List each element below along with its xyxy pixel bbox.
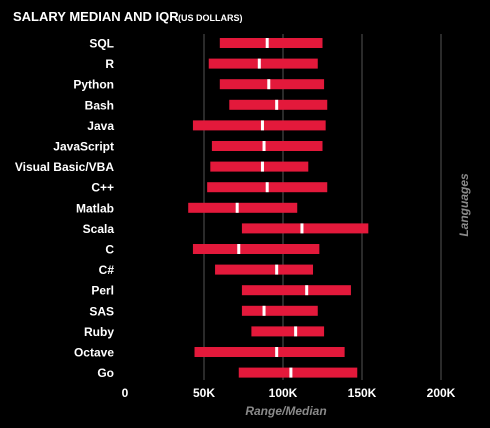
iqr-bar xyxy=(210,161,309,172)
category-label: C xyxy=(105,243,114,257)
iqr-bar xyxy=(211,141,323,151)
iqr-bar xyxy=(215,264,314,275)
iqr-bar xyxy=(219,79,325,90)
median-marker xyxy=(305,285,309,296)
iqr-bar xyxy=(251,326,325,337)
category-label: JavaScript xyxy=(53,140,114,154)
category-labels: SQL R Python Bash Java JavaScript Visual Basic… xyxy=(15,37,115,381)
category-label: C# xyxy=(99,263,115,277)
category-label: Bash xyxy=(85,98,114,112)
median-marker xyxy=(267,79,271,90)
median-marker xyxy=(275,264,279,275)
median-markers xyxy=(235,38,309,378)
x-tick-label: 0 xyxy=(122,386,129,400)
x-tick-label: 150K xyxy=(348,386,377,400)
iqr-bar xyxy=(238,367,358,378)
category-label: Go xyxy=(97,366,114,380)
iqr-bar xyxy=(219,38,323,48)
median-marker xyxy=(294,326,298,337)
median-marker xyxy=(235,202,239,213)
median-marker xyxy=(260,161,264,172)
iqr-bar xyxy=(208,58,318,69)
x-tick-label: 100K xyxy=(269,386,298,400)
median-marker xyxy=(275,347,279,357)
median-marker xyxy=(275,99,279,110)
category-label: SQL xyxy=(89,37,114,51)
category-label: SAS xyxy=(89,304,114,318)
median-marker xyxy=(300,223,304,234)
median-marker xyxy=(265,38,269,48)
category-label: R xyxy=(105,57,114,71)
median-marker xyxy=(265,182,269,193)
iqr-bar xyxy=(194,347,345,357)
chart-title: SALARY MEDIAN AND IQR xyxy=(13,9,179,24)
x-tick-labels: 0 50K 100K 150K 200K xyxy=(122,386,456,400)
iqr-bar xyxy=(188,202,298,213)
median-marker xyxy=(262,141,266,151)
iqr-bar xyxy=(192,244,320,254)
category-label: Ruby xyxy=(84,325,114,339)
iqr-bar xyxy=(229,99,328,110)
category-label: Perl xyxy=(91,284,114,298)
median-marker xyxy=(289,367,293,378)
x-tick-label: 50K xyxy=(193,386,215,400)
median-marker xyxy=(260,120,264,131)
category-label: Python xyxy=(73,78,114,92)
median-marker xyxy=(262,305,266,316)
category-label: Java xyxy=(87,119,114,133)
x-axis-label: Range/Median xyxy=(245,404,326,418)
category-label: Scala xyxy=(83,222,115,236)
y-axis-label: Languages xyxy=(457,173,471,237)
iqr-bars xyxy=(188,38,369,378)
chart-subtitle: (US DOLLARS) xyxy=(178,13,243,23)
iqr-bar xyxy=(241,223,369,234)
category-label: Octave xyxy=(74,346,114,360)
iqr-bar xyxy=(241,285,351,296)
category-label: Visual Basic/VBA xyxy=(15,160,114,174)
category-label: C++ xyxy=(91,181,114,195)
median-marker xyxy=(237,244,241,254)
iqr-bar xyxy=(192,120,326,131)
x-tick-label: 200K xyxy=(427,386,456,400)
iqr-bar xyxy=(241,305,318,316)
median-marker xyxy=(257,58,261,69)
category-label: Matlab xyxy=(76,201,114,215)
